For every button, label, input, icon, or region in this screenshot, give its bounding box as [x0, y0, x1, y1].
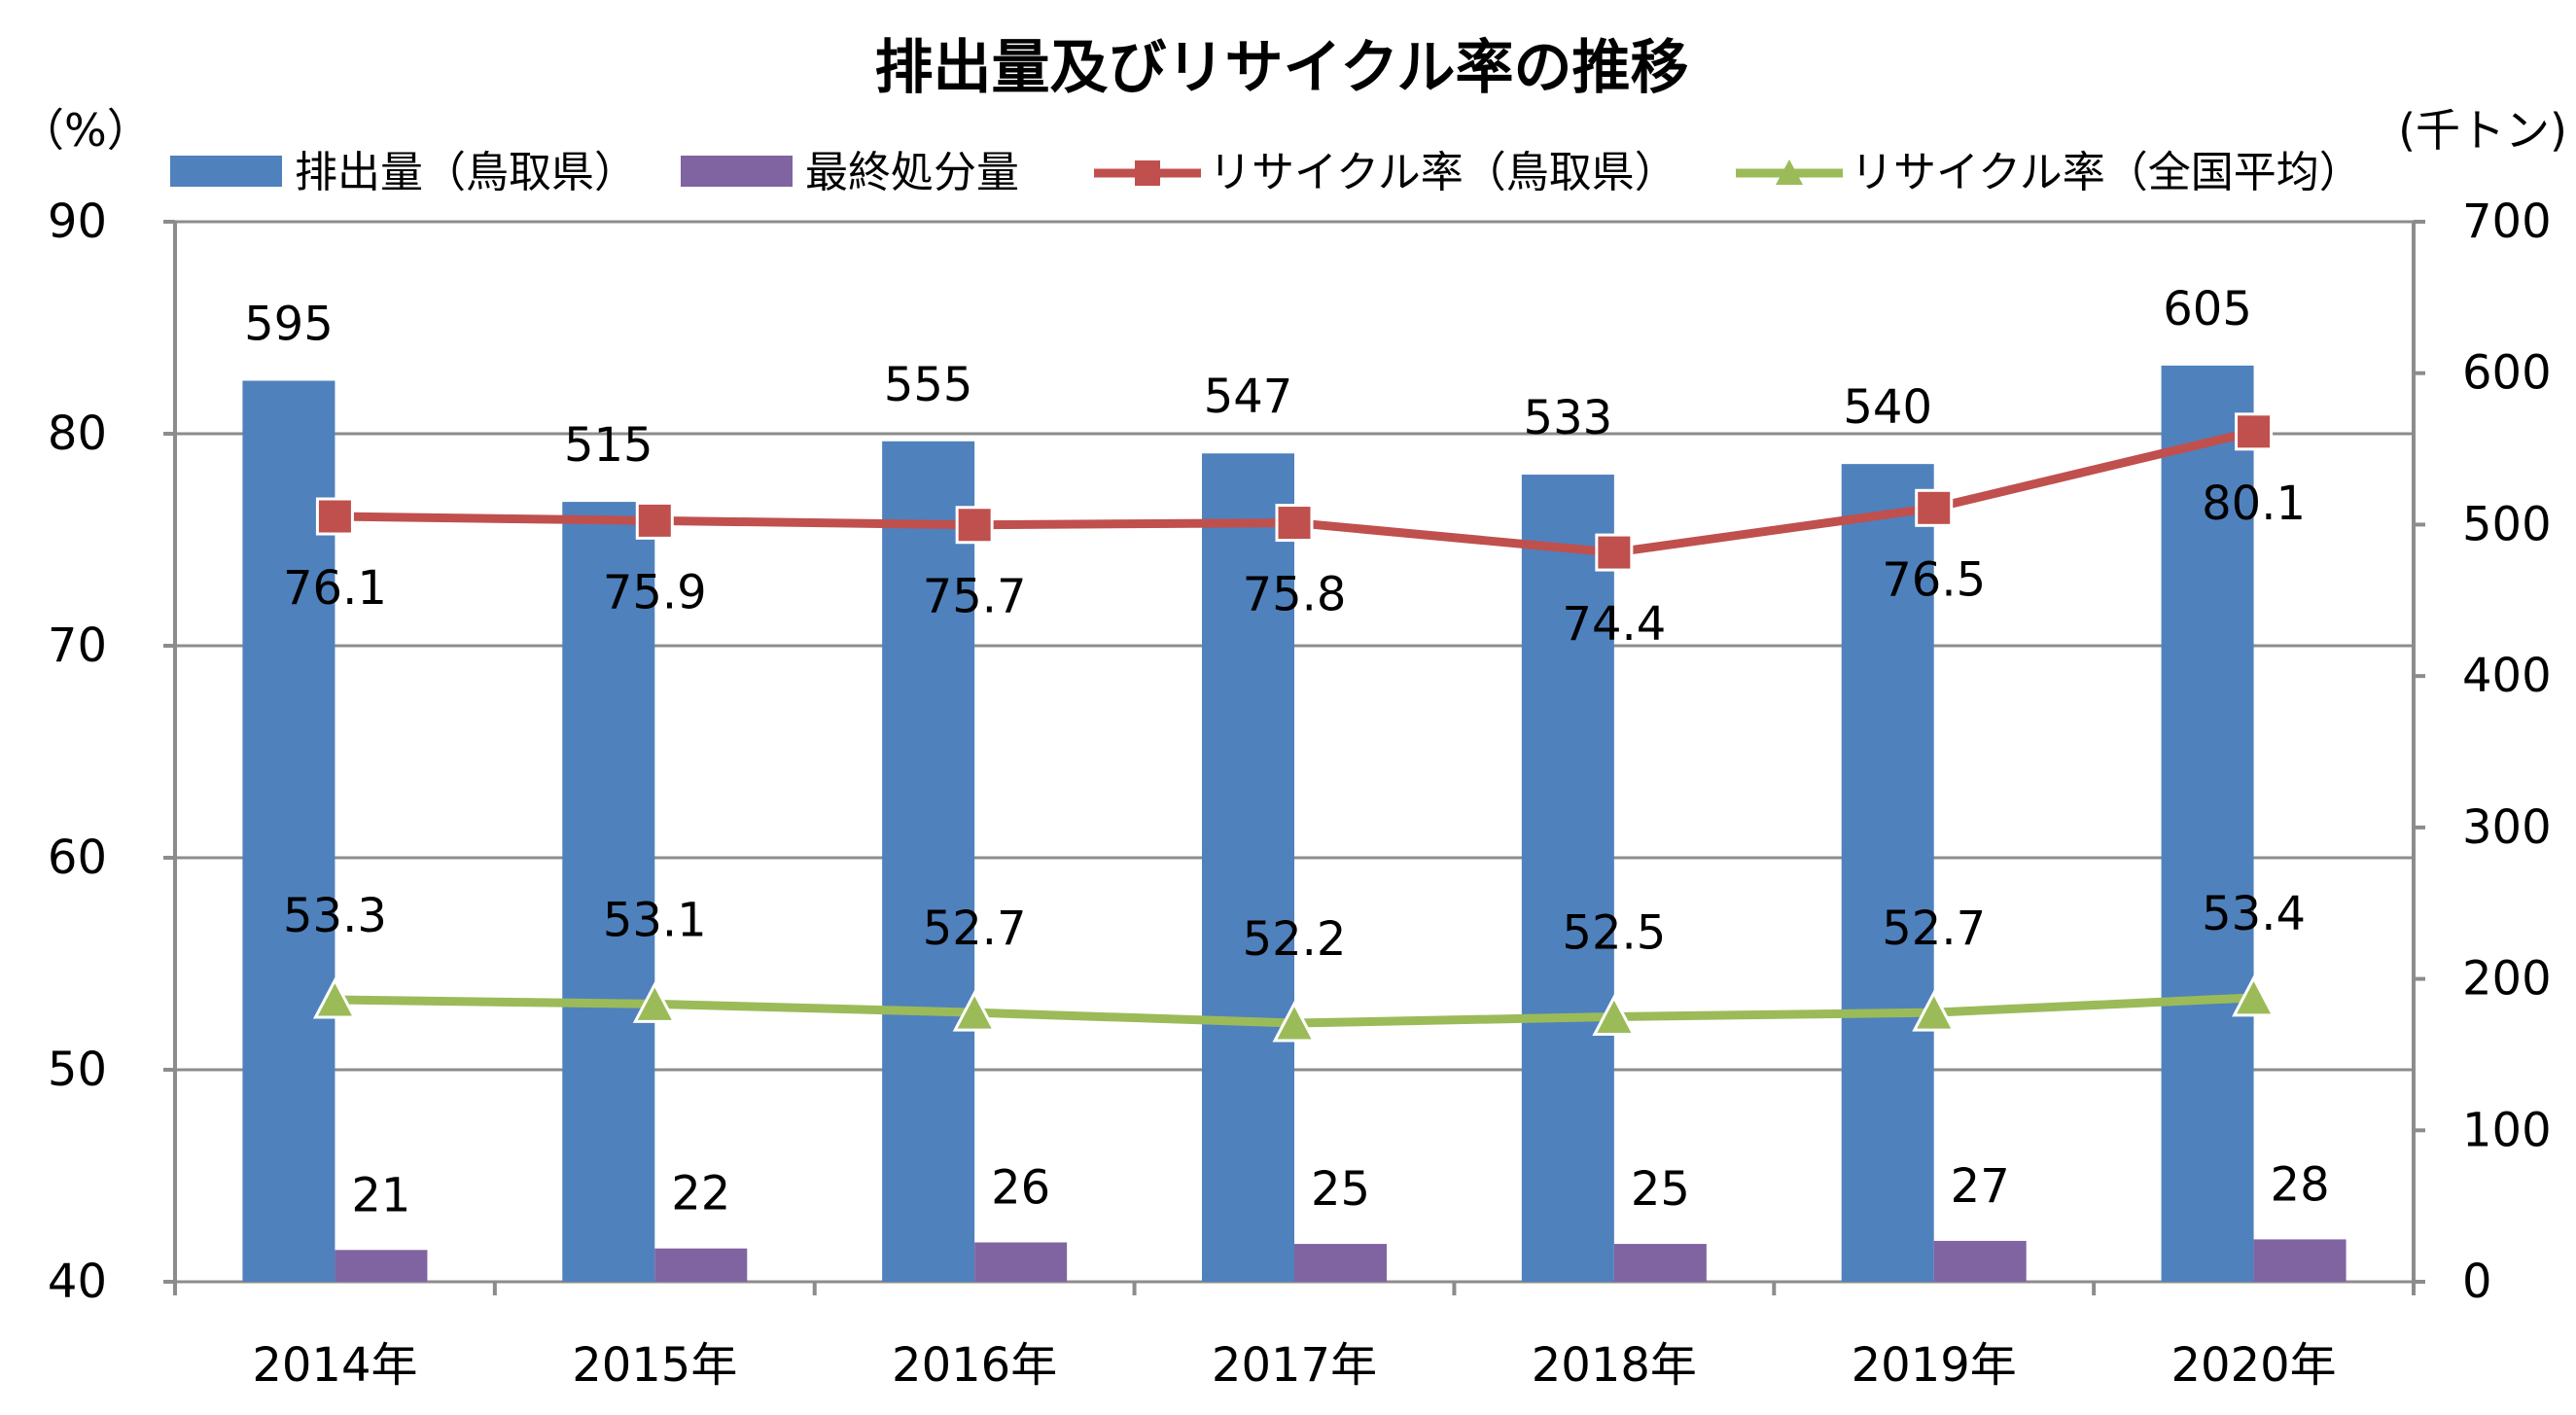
left-axis-unit: （%）	[19, 104, 152, 157]
lines	[312, 412, 2276, 1043]
line-marker-square	[635, 501, 674, 540]
x-tick-label: 2020年	[2170, 1338, 2336, 1393]
line-marker-triangle	[632, 981, 677, 1023]
line-marker-square	[955, 506, 994, 545]
left-tick-label: 50	[48, 1043, 107, 1097]
bar-data-label: 27	[1951, 1159, 2010, 1214]
line-marker-square	[2235, 412, 2274, 451]
bar-data-label: 540	[1843, 380, 1932, 435]
line-data-label: 74.4	[1562, 597, 1666, 652]
x-tick-label: 2019年	[1852, 1338, 2017, 1393]
legend-label: リサイクル率（鳥取県）	[1209, 148, 1677, 197]
legend-label: 排出量（鳥取県）	[295, 148, 637, 197]
legend-swatch	[170, 156, 282, 187]
legend-marker-square	[1135, 160, 1160, 186]
left-tick-label: 60	[48, 831, 107, 885]
axes: 40 50 60 70 80 90 0 100 200 300 400 500 600 700 2014年 2…	[48, 195, 2552, 1393]
line-marker-square	[1595, 533, 1634, 572]
line-data-label: 53.4	[2202, 887, 2306, 941]
right-tick-label: 700	[2462, 195, 2552, 249]
legend-marker-triangle	[1776, 159, 1803, 185]
bars	[242, 365, 2347, 1283]
line-data-label: 75.8	[1243, 568, 1347, 622]
bar-data-label: 25	[1631, 1162, 1690, 1217]
bar-data-label: 595	[244, 298, 334, 352]
line-data-label: 76.5	[1882, 552, 1986, 607]
bar	[974, 1242, 1068, 1282]
bar	[335, 1250, 428, 1282]
right-axis-unit: (千トン)	[2398, 104, 2567, 157]
bar-data-label: 21	[351, 1168, 410, 1222]
bar	[1521, 475, 1614, 1282]
left-tick-label: 80	[48, 407, 107, 461]
bar-data-label: 555	[884, 358, 973, 412]
right-tick-label: 300	[2462, 800, 2552, 855]
line-marker-triangle	[2232, 974, 2276, 1017]
right-tick-label: 400	[2462, 649, 2552, 703]
x-tick-label: 2015年	[572, 1338, 737, 1393]
line-data-label: 52.5	[1562, 906, 1666, 961]
bar	[1933, 1240, 2027, 1282]
line-data-label: 80.1	[2202, 477, 2306, 531]
bar	[1202, 453, 1294, 1282]
bar-data-label: 533	[1524, 391, 1613, 445]
left-tick-label: 90	[48, 195, 107, 249]
data-labels: 595 515 555 547 533 540 605 21 22 26 25 25 27 28 76.1 7…	[244, 282, 2329, 1222]
bar	[1294, 1244, 1387, 1282]
line-marker-square	[1915, 488, 1954, 527]
bar	[562, 502, 655, 1282]
bar	[1841, 464, 1934, 1283]
left-tick-label: 40	[48, 1255, 107, 1309]
line-data-label: 52.7	[923, 902, 1027, 956]
line-marker-triangle	[312, 976, 357, 1019]
chart-title: 排出量及びリサイクル率の推移	[875, 34, 1689, 102]
line-data-label: 76.1	[283, 561, 387, 616]
bar	[882, 441, 975, 1282]
line-marker-triangle	[1912, 989, 1957, 1032]
right-tick-label: 100	[2462, 1103, 2552, 1157]
legend-swatch	[681, 156, 793, 187]
x-tick-label: 2018年	[1532, 1338, 1697, 1393]
line-marker-triangle	[952, 989, 997, 1032]
line-data-label: 53.1	[603, 893, 707, 947]
right-tick-label: 500	[2462, 497, 2552, 551]
bar-data-label: 605	[2163, 282, 2252, 336]
line-data-label: 53.3	[283, 889, 387, 943]
bar	[1613, 1244, 1707, 1282]
bar-data-label: 26	[991, 1161, 1050, 1216]
x-tick-label: 2016年	[892, 1338, 1057, 1393]
bar-data-label: 515	[564, 418, 653, 473]
bar-data-label: 25	[1311, 1162, 1370, 1217]
bar	[2253, 1239, 2347, 1282]
right-tick-label: 200	[2462, 952, 2552, 1007]
bar-data-label: 22	[671, 1167, 730, 1221]
bar-data-label: 28	[2271, 1157, 2330, 1212]
line-marker-square	[315, 497, 354, 536]
legend-label: リサイクル率（全国平均）	[1851, 148, 2362, 197]
line-marker-triangle	[1592, 994, 1637, 1036]
line-data-label: 52.7	[1882, 902, 1986, 956]
line-marker-square	[1275, 504, 1314, 543]
legend: 排出量（鳥取県） 最終処分量 リサイクル率（鳥取県） リサイクル率（全国平均）	[170, 148, 2362, 197]
legend-label: 最終処分量	[805, 148, 1019, 197]
line-data-label: 75.9	[603, 565, 707, 619]
bar	[654, 1248, 748, 1282]
bar-data-label: 547	[1204, 370, 1293, 424]
x-tick-label: 2014年	[252, 1338, 417, 1393]
line-data-label: 52.2	[1243, 912, 1347, 967]
line-marker-triangle	[1272, 1000, 1317, 1043]
right-tick-label: 600	[2462, 346, 2552, 401]
right-tick-label: 0	[2462, 1255, 2492, 1309]
line-data-label: 75.7	[923, 570, 1027, 624]
bar	[2161, 365, 2254, 1282]
x-tick-label: 2017年	[1212, 1338, 1377, 1393]
left-tick-label: 70	[48, 619, 107, 673]
